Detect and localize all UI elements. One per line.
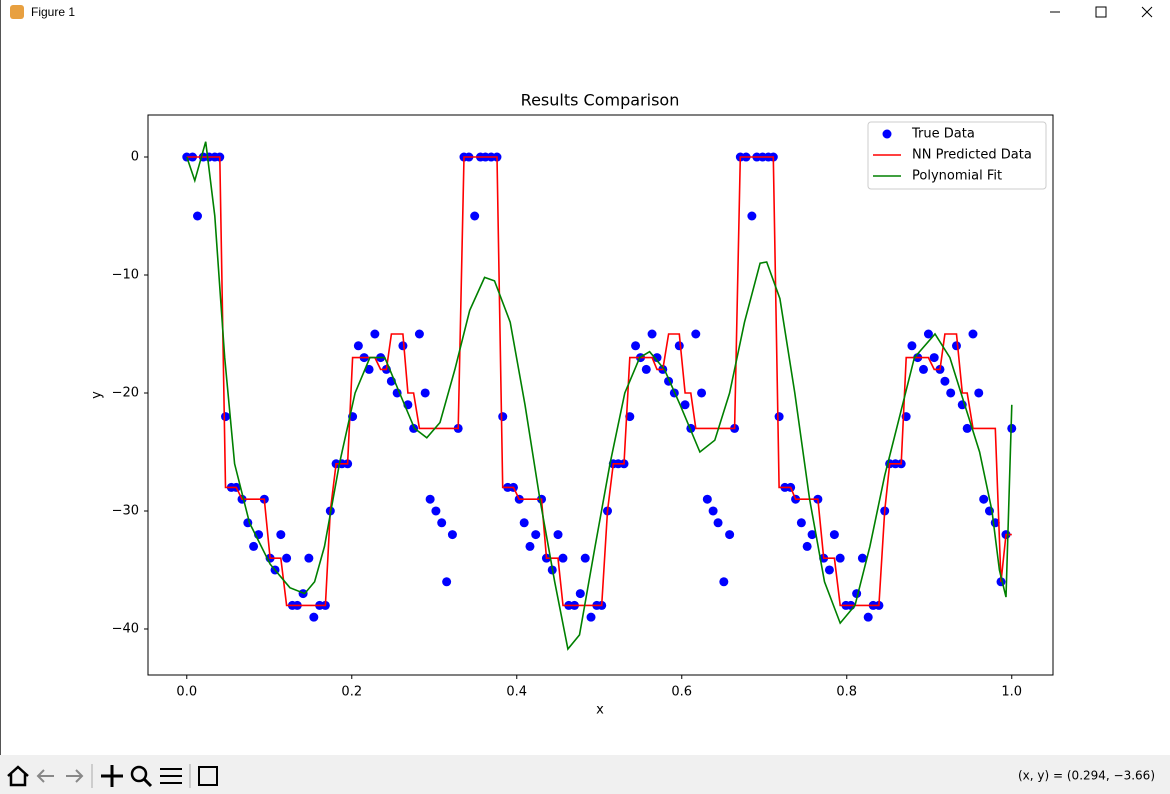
y-tick-label: 0 [131, 150, 139, 165]
data-point [425, 494, 435, 504]
y-tick-label: −10 [112, 268, 139, 283]
data-point [309, 612, 319, 622]
x-tick-label: 0.0 [176, 685, 197, 700]
back-button[interactable] [36, 769, 54, 783]
legend-label: NN Predicted Data [912, 148, 1032, 163]
y-tick-label: −30 [112, 503, 139, 518]
axes-frame [147, 114, 1054, 676]
data-point [796, 518, 806, 528]
data-point [946, 388, 956, 398]
data-point [420, 388, 430, 398]
data-point [918, 364, 928, 374]
x-tick-label: 0.2 [341, 685, 362, 700]
y-tick-label: −40 [112, 621, 139, 636]
data-point [974, 388, 984, 398]
zoom-button[interactable] [130, 765, 153, 788]
x-tick-label: 0.6 [671, 685, 692, 700]
home-button[interactable] [7, 765, 29, 787]
data-point [824, 565, 834, 575]
data-point [276, 530, 286, 540]
data-point [282, 553, 292, 563]
data-point [353, 341, 363, 351]
data-point [713, 518, 723, 528]
maximize-button[interactable] [1095, 6, 1107, 18]
data-point [923, 329, 933, 339]
data-point [519, 518, 529, 528]
data-point [802, 541, 812, 551]
data-point [631, 341, 641, 351]
data-point [680, 400, 690, 410]
data-point [221, 412, 231, 422]
data-point [580, 553, 590, 563]
data-point [835, 553, 845, 563]
data-point [431, 506, 441, 516]
data-point [725, 530, 735, 540]
chart-title: Results Comparison [521, 91, 680, 110]
y-tick-label: −20 [112, 385, 139, 400]
data-point [304, 553, 314, 563]
data-point [702, 494, 712, 504]
data-point [586, 612, 596, 622]
data-point [951, 341, 961, 351]
data-point [525, 541, 535, 551]
data-line [186, 156, 1012, 607]
pan-button[interactable] [101, 765, 123, 787]
data-point [498, 412, 508, 422]
data-point [929, 353, 939, 363]
status-text: (x, y) = (0.294, −3.66) [1018, 769, 1155, 783]
data-point [807, 530, 817, 540]
data-point [575, 589, 585, 599]
window-title: Figure 1 [31, 5, 75, 19]
data-point [829, 530, 839, 540]
data-point [907, 341, 917, 351]
legend-box [867, 121, 1047, 190]
data-point [470, 211, 480, 221]
data-point [249, 541, 259, 551]
data-point [747, 211, 757, 221]
save-button[interactable] [198, 766, 218, 786]
data-line [186, 141, 1013, 651]
data-point [641, 364, 651, 374]
close-button[interactable] [1141, 6, 1153, 18]
x-tick-label: 1.0 [1001, 685, 1022, 700]
data-point [962, 423, 972, 433]
data-point [719, 577, 729, 587]
toolbar [0, 755, 1170, 794]
data-point [708, 506, 718, 516]
legend-marker [882, 129, 892, 139]
data-point [364, 364, 374, 374]
data-point [531, 530, 541, 540]
app-icon [10, 5, 24, 19]
legend-label: Polynomial Fit [912, 169, 1002, 184]
data-point [192, 211, 202, 221]
configure-button[interactable] [160, 768, 182, 784]
x-axis-label: x [596, 703, 604, 718]
data-point [968, 329, 978, 339]
data-point [442, 577, 452, 587]
data-point [398, 341, 408, 351]
data-point [447, 530, 457, 540]
data-point [674, 341, 684, 351]
data-point [774, 412, 784, 422]
data-point [979, 494, 989, 504]
data-point [437, 518, 447, 528]
data-point [647, 329, 657, 339]
data-point [857, 553, 867, 563]
data-point [558, 553, 568, 563]
y-axis-label: y [90, 391, 105, 399]
data-point [940, 376, 950, 386]
data-point [370, 329, 380, 339]
data-point [691, 329, 701, 339]
x-tick-label: 0.8 [836, 685, 857, 700]
data-point [863, 612, 873, 622]
data-point [625, 412, 635, 422]
forward-button[interactable] [66, 769, 84, 783]
data-point [414, 329, 424, 339]
data-point [697, 388, 707, 398]
data-point [553, 530, 563, 540]
x-tick-label: 0.4 [506, 685, 527, 700]
legend-label: True Data [911, 127, 975, 142]
data-point [652, 353, 662, 363]
